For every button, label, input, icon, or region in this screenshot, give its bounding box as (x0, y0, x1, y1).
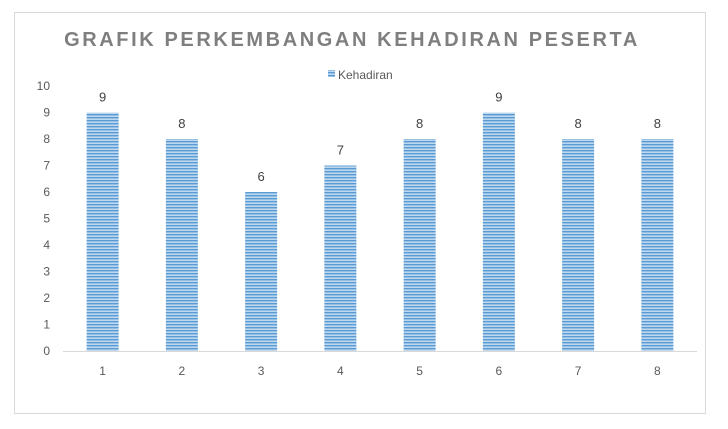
data-label: 9 (99, 90, 106, 105)
data-label: 7 (337, 143, 344, 158)
y-tick-label: 1 (43, 318, 50, 332)
plot-area: 0 1 2 3 4 5 6 7 8 9 10 9 1 8 2 6 3 7 4 8 5 9 6 8 7 8 8 (37, 79, 697, 378)
y-tick-label: 6 (43, 185, 50, 199)
legend-swatch (328, 70, 335, 77)
x-tick-label: 4 (337, 364, 344, 378)
y-tick-label: 9 (43, 106, 50, 120)
legend-label: Kehadiran (338, 68, 393, 82)
bar (482, 112, 515, 351)
y-tick-label: 5 (43, 212, 50, 226)
bar (562, 139, 595, 351)
data-label: 8 (654, 116, 661, 131)
y-tick-label: 8 (43, 132, 50, 146)
x-tick-label: 3 (258, 364, 265, 378)
y-tick-label: 4 (43, 238, 50, 252)
x-tick-label: 5 (416, 364, 423, 378)
bar (641, 139, 674, 351)
y-tick-label: 3 (43, 265, 50, 279)
y-tick-label: 2 (43, 291, 50, 305)
bar (165, 139, 198, 351)
x-tick-label: 6 (496, 364, 503, 378)
bar (403, 139, 436, 351)
x-tick-label: 7 (575, 364, 582, 378)
data-label: 6 (258, 169, 265, 184)
bar (245, 192, 278, 351)
bar (324, 165, 357, 351)
x-tick-label: 8 (654, 364, 661, 378)
x-tick-label: 2 (179, 364, 186, 378)
y-tick-label: 10 (37, 79, 51, 93)
data-label: 8 (575, 116, 582, 131)
data-label: 8 (178, 116, 185, 131)
y-tick-label: 7 (43, 159, 50, 173)
legend: Kehadiran (328, 68, 393, 82)
chart-title: GRAFIK PERKEMBANGAN KEHADIRAN PESERTA (64, 29, 640, 51)
x-tick-label: 1 (99, 364, 106, 378)
bar (86, 112, 119, 351)
data-label: 8 (416, 116, 423, 131)
y-tick-label: 0 (43, 344, 50, 358)
data-label: 9 (495, 90, 502, 105)
